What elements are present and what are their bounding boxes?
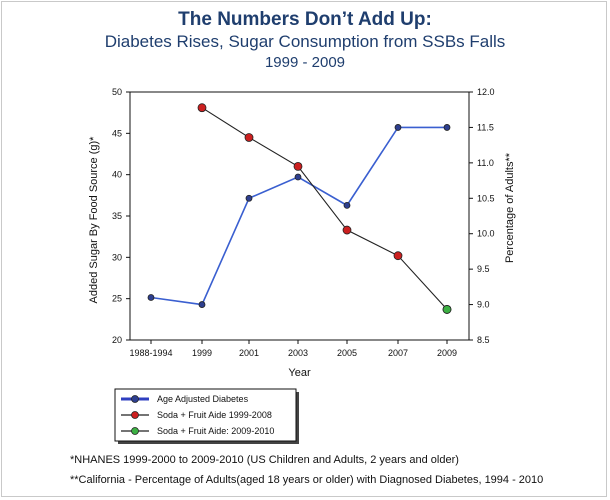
chart-period: 1999 - 2009 bbox=[264, 54, 346, 71]
series-marker-0 bbox=[198, 301, 206, 308]
legend-marker bbox=[131, 411, 139, 419]
series-marker-2 bbox=[442, 305, 452, 314]
y-left-tick-label: 40 bbox=[112, 170, 122, 180]
y-right-tick-label: 12.0 bbox=[477, 87, 495, 97]
series-marker-1 bbox=[393, 251, 403, 261]
x-tick-label: 1988-1994 bbox=[129, 348, 172, 358]
y-left-tick-label: 35 bbox=[112, 211, 122, 221]
x-tick-label: 2007 bbox=[388, 348, 408, 358]
series-marker-0 bbox=[147, 294, 155, 301]
series-marker-0 bbox=[394, 124, 402, 131]
y-right-axis-label: Percentage of Adults** bbox=[504, 152, 516, 263]
legend-label: Soda + Fruit Aide 1999-2008 bbox=[157, 410, 272, 420]
x-tick-label: 2009 bbox=[437, 348, 457, 358]
series-marker-0 bbox=[443, 124, 451, 131]
y-right-tick-label: 8.5 bbox=[477, 335, 490, 345]
chart-title: The Numbers Don’t Add Up: bbox=[178, 9, 432, 30]
series-marker-0 bbox=[294, 173, 302, 181]
legend-label: Age Adjusted Diabetes bbox=[157, 394, 249, 404]
legend-marker bbox=[131, 395, 139, 403]
series-marker-1 bbox=[342, 225, 352, 235]
footnote-california: **California - Percentage of Adults(aged… bbox=[70, 474, 544, 486]
x-tick-label: 2005 bbox=[337, 348, 357, 358]
y-right-tick-label: 11.0 bbox=[477, 158, 494, 168]
y-left-tick-label: 50 bbox=[112, 87, 122, 97]
series-marker-0 bbox=[343, 201, 351, 209]
plot-area bbox=[129, 91, 470, 341]
chart-subtitle: Diabetes Rises, Sugar Consumption from S… bbox=[104, 32, 506, 51]
footnote-nhanes: *NHANES 1999-2000 to 2009-2010 (US Child… bbox=[70, 454, 459, 466]
legend-label: Soda + Fruit Aide: 2009-2010 bbox=[157, 426, 274, 436]
y-left-axis-label: Added Sugar By Food Source (g)* bbox=[88, 136, 100, 304]
x-tick-label: 2001 bbox=[239, 348, 259, 358]
title-block: The Numbers Don’t Add Up: Diabetes Rises… bbox=[0, 8, 610, 73]
series-marker-1 bbox=[293, 161, 303, 171]
y-right-tick-label: 10.5 bbox=[477, 193, 495, 203]
y-right-tick-label: 11.5 bbox=[477, 122, 494, 132]
y-left-tick-label: 45 bbox=[112, 128, 122, 138]
x-axis-label: Year bbox=[288, 367, 311, 379]
y-right-tick-label: 9.5 bbox=[477, 264, 490, 274]
series-marker-0 bbox=[245, 194, 253, 202]
y-right-tick-label: 10.0 bbox=[477, 229, 495, 239]
series-marker-1 bbox=[244, 133, 254, 142]
y-left-tick-label: 30 bbox=[112, 252, 122, 262]
series-marker-1 bbox=[197, 103, 207, 113]
y-left-tick-label: 20 bbox=[112, 335, 122, 345]
x-tick-label: 1999 bbox=[192, 348, 212, 358]
series-line-0 bbox=[150, 126, 447, 306]
y-right-tick-label: 9.0 bbox=[477, 300, 490, 310]
x-tick-label: 2003 bbox=[288, 348, 308, 358]
legend-marker bbox=[131, 427, 139, 435]
series-line-1 bbox=[201, 107, 448, 310]
y-left-tick-label: 25 bbox=[112, 294, 122, 304]
